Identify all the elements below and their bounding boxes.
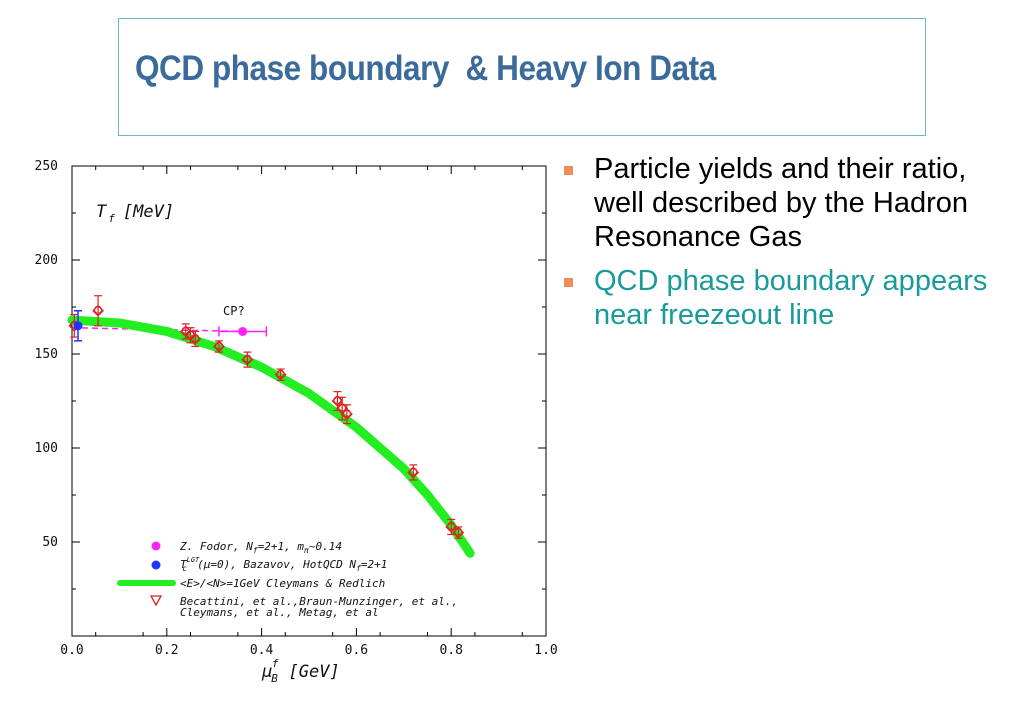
cp-annotation: CP? — [223, 304, 245, 318]
x-axis-title: μBf [GeV] — [261, 657, 340, 685]
x-tick-label: 0.8 — [439, 643, 462, 658]
y-tick-label: 250 — [35, 159, 58, 174]
data-point-triangle — [214, 341, 223, 350]
bullet-item: QCD phase boundary appears near freezeou… — [562, 264, 1002, 332]
data-point-triangle — [342, 409, 351, 418]
x-axis-title-sub: B — [271, 672, 278, 685]
legend-marker-becattini — [149, 595, 163, 607]
x-axis-title-main: μ — [261, 662, 272, 682]
data-point-triangle — [94, 305, 103, 314]
bullet-item: Particle yields and their ratio, well de… — [562, 152, 1002, 254]
legend: Z. Fodor, Nf=2+1, mπ~0.14 TLGT c (μ=0), Ba… — [117, 540, 458, 619]
x-tick-label: 0.2 — [155, 643, 178, 658]
title-box: QCD phase boundary & Heavy Ion Data — [118, 18, 926, 136]
data-point-triangle — [243, 354, 252, 363]
x-tick-label: 0.0 — [60, 643, 83, 658]
data-point-triangle — [333, 396, 342, 404]
x-axis-title-sup: f — [272, 657, 279, 670]
legend-label-bazavov: TLGT c (μ=0), Bazavov, HotQCD Nf=2+1 — [180, 556, 387, 573]
bullet-text: Particle yields and their ratio, well de… — [594, 153, 968, 253]
y-tick-label: 200 — [35, 253, 58, 268]
y-axis-title-unit: [MeV] — [123, 202, 174, 222]
y-axis-title-main: T — [96, 202, 108, 222]
legend-label-cleymans: <E>/<N>=1GeV Cleymans & Redlich — [180, 577, 385, 590]
x-axis-title-unit: [GeV] — [289, 662, 340, 682]
legend-marker-fodor — [151, 541, 161, 551]
freezeout-curve — [67, 315, 475, 558]
bullet-marker — [564, 278, 573, 287]
data-point-triangle — [338, 403, 347, 412]
data-point-triangle — [191, 333, 200, 342]
y-axis-title-sub: f — [108, 212, 115, 225]
legend-label-fodor: Z. Fodor, Nf=2+1, mπ~0.14 — [179, 540, 342, 555]
x-tick-label: 0.6 — [345, 643, 368, 658]
x-tick-label: 1.0 — [534, 643, 557, 658]
y-tick-label: 100 — [35, 441, 58, 456]
legend-label-becattini-1: Becattini, et al.,Braun-Munzinger, et al… — [180, 595, 458, 608]
data-point-triangle — [447, 521, 456, 530]
lgt-point — [73, 321, 83, 331]
cp-point — [238, 326, 248, 336]
legend-label-becattini-2: Cleymans, et al., Metag, et al — [180, 606, 379, 619]
legend-marker-bazavov — [151, 560, 161, 570]
data-point-triangle — [454, 527, 463, 536]
x-tick-label: 0.4 — [250, 643, 274, 658]
data-point-triangle — [276, 369, 285, 378]
data-point-triangle — [409, 467, 418, 476]
bullet-text: QCD phase boundary appears near freezeou… — [594, 265, 988, 331]
y-tick-label: 50 — [42, 535, 58, 550]
bullet-marker — [564, 166, 573, 175]
bullet-list: Particle yields and their ratio, well de… — [562, 152, 1002, 342]
slide-title: QCD phase boundary & Heavy Ion Data — [135, 49, 716, 88]
y-tick-label: 150 — [35, 347, 58, 362]
